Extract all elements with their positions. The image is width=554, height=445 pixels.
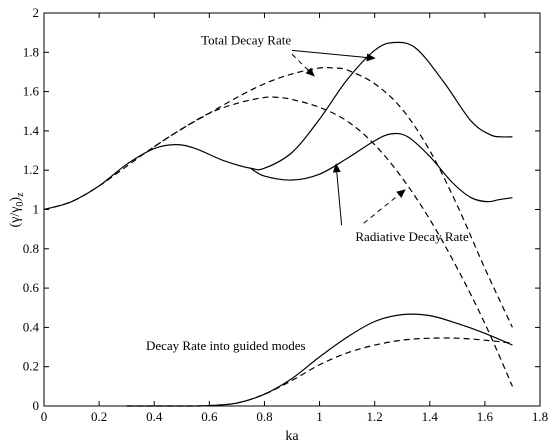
y-tick-label: 0.4	[23, 319, 40, 334]
x-tick-label: 1.2	[367, 409, 383, 424]
x-tick-label: 1.8	[532, 409, 548, 424]
series-line-2	[43, 66, 513, 328]
y-tick-label: 0.8	[23, 241, 39, 256]
y-axis-label-sub-0: 0	[15, 202, 26, 207]
x-tick-label: 0.2	[91, 409, 107, 424]
series-line-3	[153, 96, 513, 387]
annotation-label: Radiative Decay Rate	[355, 229, 469, 244]
annotation-arrow	[291, 49, 376, 62]
y-tick-label: 1.8	[23, 44, 39, 59]
annotation-arrow	[291, 53, 315, 77]
y-axis-label-sub-z: z	[15, 192, 26, 197]
series-line-0	[43, 41, 513, 211]
annotation-layer: Total Decay Rate Radiative Decay Rate Deca…	[146, 32, 469, 353]
x-tick-label: 0	[41, 409, 48, 424]
x-tick-label: 0.6	[201, 409, 218, 424]
y-tick-label: 0.6	[23, 280, 40, 295]
y-tick-label: 1	[33, 202, 40, 217]
y-tick-label: 0.2	[23, 359, 39, 374]
annotation-arrow	[363, 189, 406, 224]
series-line-1	[250, 132, 513, 203]
y-tick-label: 1.4	[23, 123, 40, 138]
x-tick-label: 0.4	[146, 409, 163, 424]
svg-text:(γ/γ0)z: (γ/γ0)z	[8, 192, 26, 228]
x-tick-label: 1	[316, 409, 323, 424]
y-axis-label-paren: )	[8, 197, 23, 202]
axis-ticks: 0 0.2 0.4 0.6 0.8 1 1.2 1.4 1.6 1.8 0 0.2 0.4 0.6 0.8 1…	[23, 5, 548, 424]
x-axis-label: ka	[285, 429, 299, 444]
y-tick-label: 0	[33, 398, 40, 413]
annotation-arrow	[332, 163, 343, 226]
y-tick-label: 1.6	[23, 84, 40, 99]
y-axis-label-main: (γ/γ	[8, 207, 23, 228]
series-layer	[43, 41, 513, 407]
series-line-4	[126, 313, 513, 407]
y-tick-label: 1.2	[23, 162, 39, 177]
series-line-5	[126, 337, 513, 407]
x-tick-label: 0.8	[256, 409, 272, 424]
x-tick-label: 1.6	[477, 409, 494, 424]
y-axis-label: (γ/γ0)z	[8, 192, 26, 228]
annotation-label: Decay Rate into guided modes	[146, 338, 306, 353]
annotation-label: Total Decay Rate	[201, 32, 291, 47]
y-tick-label: 2	[33, 5, 40, 20]
x-tick-label: 1.4	[422, 409, 439, 424]
